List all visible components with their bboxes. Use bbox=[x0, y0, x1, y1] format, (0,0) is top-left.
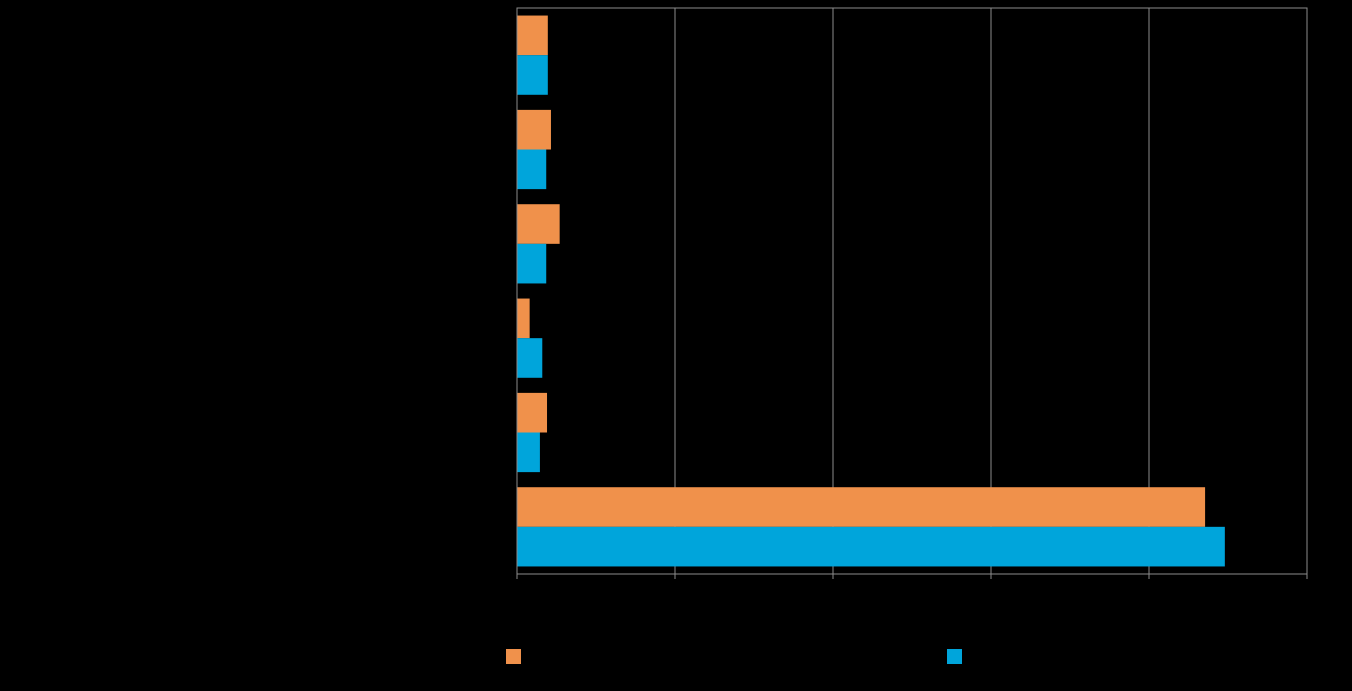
bar bbox=[517, 109, 551, 150]
bar bbox=[517, 204, 560, 244]
bar bbox=[517, 298, 530, 339]
bar bbox=[517, 15, 548, 56]
legend-swatch bbox=[506, 649, 521, 664]
bar bbox=[517, 55, 548, 95]
bar bbox=[517, 392, 548, 433]
bar bbox=[517, 243, 547, 284]
bar bbox=[517, 149, 547, 190]
bar bbox=[517, 526, 1225, 567]
bar bbox=[517, 432, 540, 473]
bar bbox=[517, 487, 1206, 527]
bar bbox=[517, 338, 543, 378]
legend-swatch bbox=[947, 649, 962, 664]
